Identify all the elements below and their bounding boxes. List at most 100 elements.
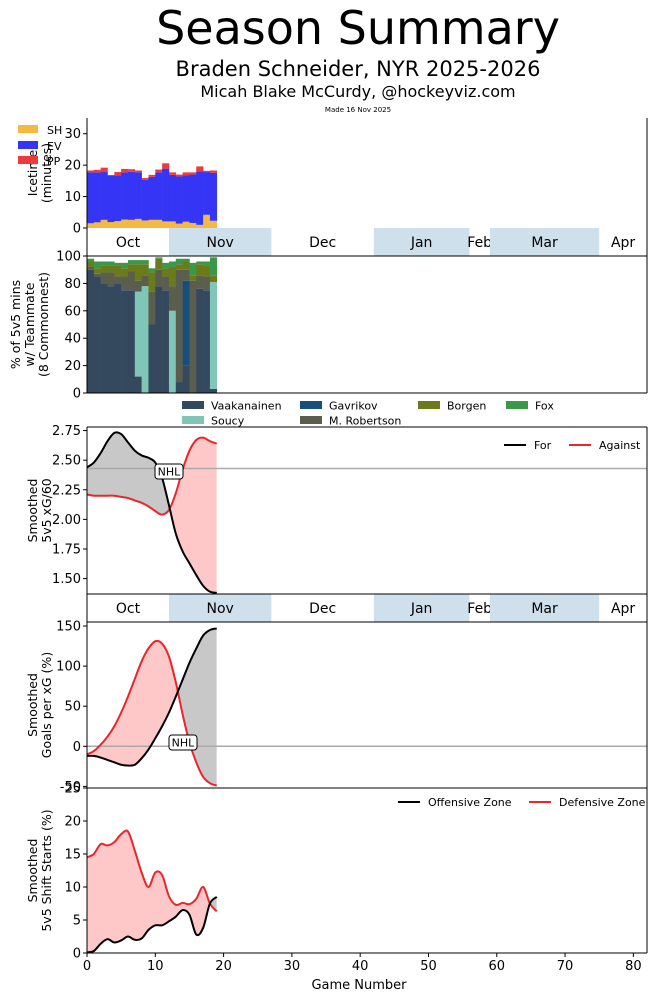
teammate-bar-m-robertson xyxy=(100,272,108,284)
figure-title: Season Summary xyxy=(156,1,560,55)
shift-starts-xtick-label: 20 xyxy=(215,959,232,974)
icetime-bar-sh xyxy=(175,223,183,228)
icetime-bar-ev xyxy=(168,174,177,222)
teammate-legend: Vaakanainen Gavrikov Borgen Fox Soucy M. Robe… xyxy=(182,400,554,428)
teammate-ylabel-line: % of 5v5 mins xyxy=(8,280,23,369)
icetime-bar-sh xyxy=(168,221,177,228)
shift-starts-legend-label: Offensive Zone xyxy=(428,796,512,809)
teammate-bar-borgen xyxy=(182,261,190,270)
month-band-top: Oct Nov Dec Jan Feb Mar Apr xyxy=(86,228,648,256)
teammate-bar-vaakanainen xyxy=(114,283,122,393)
goals-per-xg-panel: NHL -50 0 50 100 150 SmoothedGoals per xG (%) xyxy=(25,620,648,795)
teammate-bar-fox xyxy=(203,261,211,266)
goals-xg-ylabel-line: Goals per xG (%) xyxy=(39,652,54,758)
teammate-bar-vaakanainen xyxy=(121,290,129,393)
teammate-bar-m-robertson xyxy=(203,276,211,291)
teammate-bar-vaakanainen xyxy=(87,269,95,393)
icetime-ytick-label: 10 xyxy=(64,190,81,205)
icetime-bar-sh xyxy=(162,221,170,228)
legend-label-borgen: Borgen xyxy=(447,400,486,413)
teammate-bar-fox xyxy=(87,258,95,262)
teammate-bar-fox xyxy=(93,261,101,269)
month-label-jan: Jan xyxy=(410,235,433,251)
teammate-bar-borgen xyxy=(196,264,204,276)
icetime-bar-sh xyxy=(107,222,115,228)
month-band-mar xyxy=(489,228,600,256)
teammate-ytick-label: 100 xyxy=(56,250,81,265)
month-band-jan xyxy=(373,594,470,622)
icetime-legend: SH EV PP xyxy=(18,124,62,168)
goals-xg-ytick-label: 150 xyxy=(56,620,81,635)
teammate-bar-m-robertson xyxy=(107,272,115,287)
teammate-bar-borgen xyxy=(209,275,218,283)
teammate-bar-borgen xyxy=(203,265,211,277)
goals-xg-nhl-label: NHL xyxy=(172,737,196,750)
teammate-bar-borgen xyxy=(175,264,183,270)
teammate-bar-borgen xyxy=(162,268,170,277)
xg-legend-label: Against xyxy=(599,439,641,452)
teammate-bar-borgen xyxy=(93,268,101,274)
goals-xg-ytick-label: 100 xyxy=(56,660,81,675)
teammate-bar-soucy xyxy=(209,282,218,389)
legend-swatch-pp xyxy=(18,156,38,164)
shift-starts-ytick-label: 10 xyxy=(64,881,81,896)
xg-ytick-label: 2.50 xyxy=(52,454,81,469)
icetime-bar-sh xyxy=(134,218,142,228)
icetime-bar-ev xyxy=(114,175,122,222)
icetime-bar-ev xyxy=(175,176,183,224)
legend-swatch-soucy xyxy=(182,416,204,424)
legend-swatch-m-robertson xyxy=(300,416,322,424)
teammate-panel: 0 20 40 60 80 100 % of 5v5 minsw/ Teammate(8 C… xyxy=(8,250,648,402)
shift-starts-xtick-label: 30 xyxy=(284,959,301,974)
month-label-oct: Oct xyxy=(116,235,141,251)
shift-starts-ytick-label: 0 xyxy=(73,947,81,962)
teammate-bar-m-robertson xyxy=(114,276,122,284)
teammate-bar-borgen xyxy=(100,265,108,273)
shift-starts-legend-label: Defensive Zone xyxy=(559,796,646,809)
teammate-bar-fox xyxy=(107,261,115,266)
icetime-bar-sh xyxy=(121,219,129,228)
icetime-bar-pp xyxy=(182,172,190,176)
teammate-bar-borgen xyxy=(155,258,163,270)
month-label-nov: Nov xyxy=(207,601,234,617)
icetime-bar-pp xyxy=(100,167,108,173)
teammate-bar-m-robertson xyxy=(175,269,183,383)
teammate-bar-m-robertson xyxy=(121,276,129,291)
icetime-bar-pp xyxy=(168,172,177,175)
icetime-bar-pp xyxy=(189,172,197,175)
teammate-ytick-label: 40 xyxy=(64,332,81,347)
teammate-bar-vaakanainen xyxy=(134,376,142,393)
icetime-bar-pp xyxy=(121,168,129,173)
month-label-feb: Feb xyxy=(467,601,492,617)
teammate-bar-fox xyxy=(189,262,197,276)
icetime-bar-sh xyxy=(196,224,204,228)
icetime-bar-ev xyxy=(134,172,142,219)
icetime-bar-pp xyxy=(114,172,122,176)
teammate-bar-vaakanainen xyxy=(162,290,170,393)
goals-xg-ytick-label: 50 xyxy=(64,700,81,715)
icetime-bar-pp xyxy=(141,178,149,180)
teammate-bar-soucy xyxy=(141,286,149,393)
teammate-bar-fox xyxy=(114,262,122,266)
legend-label-sh: SH xyxy=(47,124,62,137)
teammate-bar-vaakanainen xyxy=(209,388,218,393)
icetime-bar-ev xyxy=(121,172,129,220)
legend-label-pp: PP xyxy=(47,155,61,168)
teammate-bar-m-robertson xyxy=(182,269,190,281)
icetime-bar-pp xyxy=(203,170,211,173)
shift-starts-xtick-label: 80 xyxy=(625,959,642,974)
icetime-ytick-label: 20 xyxy=(64,159,81,174)
teammate-bar-m-robertson xyxy=(87,266,95,270)
shift-starts-line-offensive-zone xyxy=(86,896,218,954)
figure-author: Micah Blake McCurdy, @hockeyviz.com xyxy=(200,82,515,101)
teammate-bar-fox xyxy=(168,261,177,267)
teammate-ylabel: % of 5v5 minsw/ Teammate(8 Commonnest) xyxy=(8,272,51,377)
teammate-bar-vaakanainen xyxy=(203,290,211,393)
shift-starts-ylabel: Smoothed5v5 Shift Starts (%) xyxy=(25,809,54,931)
icetime-ylabel-line: (minutes) xyxy=(39,143,54,203)
shift-starts-shade-below xyxy=(87,830,217,953)
xg-line-for xyxy=(86,431,217,594)
goals-xg-ylabel-line: Smoothed xyxy=(25,673,40,737)
icetime-bar-ev xyxy=(155,172,163,220)
teammate-bar-soucy xyxy=(168,310,177,393)
